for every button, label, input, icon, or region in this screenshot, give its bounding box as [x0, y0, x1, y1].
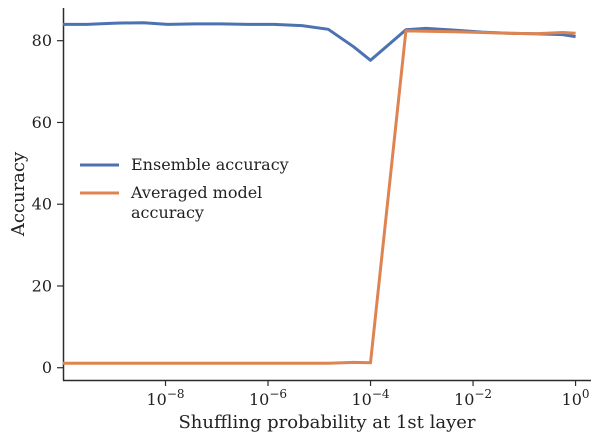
x-tick-exponent: −2 — [474, 387, 492, 401]
x-tick-base: 10 — [562, 390, 582, 409]
y-tick-label: 0 — [42, 358, 52, 377]
x-tick-base: 10 — [352, 390, 372, 409]
series-line-0 — [63, 21, 576, 62]
series-layer — [63, 21, 576, 365]
x-ticks: 10−8 10−6 10−4 10−2 100 — [146, 380, 590, 409]
x-tick-label: 10−8 — [146, 387, 184, 409]
series-line-1 — [63, 29, 576, 365]
x-tick-label: 10−6 — [249, 387, 287, 409]
x-tick-exponent: −4 — [372, 387, 390, 401]
x-tick-exponent: −8 — [167, 387, 185, 401]
legend-label-0: Ensemble accuracy — [131, 155, 289, 174]
y-tick-label: 80 — [32, 31, 52, 50]
legend: Ensemble accuracy Averaged model accuracy — [80, 155, 289, 222]
x-tick-exponent: 0 — [582, 387, 590, 401]
y-tick-label: 60 — [32, 113, 52, 132]
y-ticks: 0 20 40 60 80 — [32, 31, 63, 377]
x-tick-base: 10 — [454, 390, 474, 409]
y-axis-label: Accuracy — [8, 151, 29, 237]
x-axis-label: Shuffling probability at 1st layer — [178, 412, 475, 433]
x-tick-base: 10 — [146, 390, 166, 409]
y-tick-label: 20 — [32, 276, 52, 295]
x-tick-exponent: −6 — [269, 387, 287, 401]
x-tick-label: 10−4 — [352, 387, 390, 409]
x-tick-base: 10 — [249, 390, 269, 409]
legend-label-1: Averaged model accuracy — [130, 183, 262, 222]
x-tick-label: 100 — [562, 387, 590, 409]
y-tick-label: 40 — [32, 195, 52, 214]
x-tick-label: 10−2 — [454, 387, 492, 409]
